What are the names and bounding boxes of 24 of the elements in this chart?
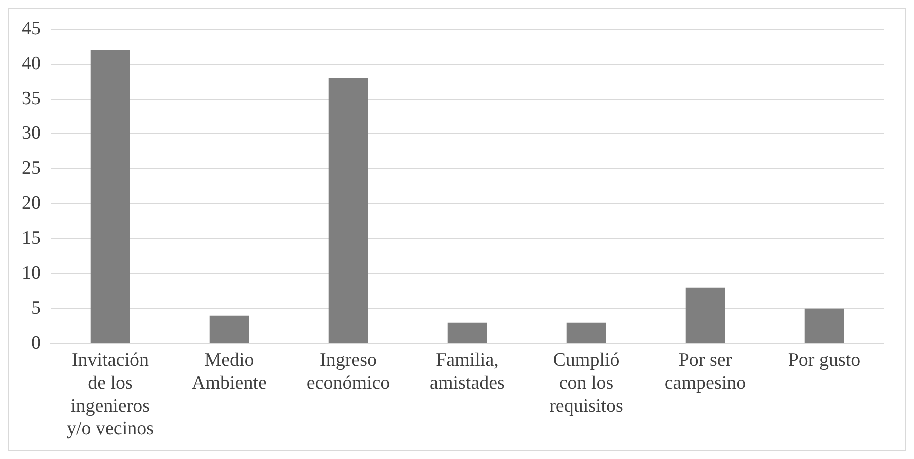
y-tick-label: 40 [22,53,41,74]
x-tick-label: Por ser campesino [664,350,746,394]
y-tick-label: 10 [22,262,41,284]
x-tick-label: Invitación de los ingenieros y/o vecinos [66,350,154,440]
x-tick-label: Ingreso económico [306,350,390,394]
bar [448,322,488,344]
bar [210,316,250,344]
x-tick-label: Por gusto [788,350,861,372]
x-tick-label: Familia, amistades [430,350,505,394]
y-tick-label: 45 [22,18,41,40]
y-tick-label: 0 [32,332,41,354]
bar [804,308,844,344]
x-tick-label: Medio Ambiente [192,350,267,394]
y-tick-label: 15 [22,228,41,249]
x-tick-label: Cumplió con los requisitos [550,350,624,417]
y-tick-label: 30 [22,123,41,144]
bar [566,322,606,344]
bar [686,288,726,344]
y-tick-label: 35 [22,88,41,110]
y-tick-label: 25 [22,158,41,180]
y-tick-label: 20 [22,193,41,214]
y-tick-label: 5 [32,298,41,319]
bar [328,78,368,344]
bar [90,50,130,344]
